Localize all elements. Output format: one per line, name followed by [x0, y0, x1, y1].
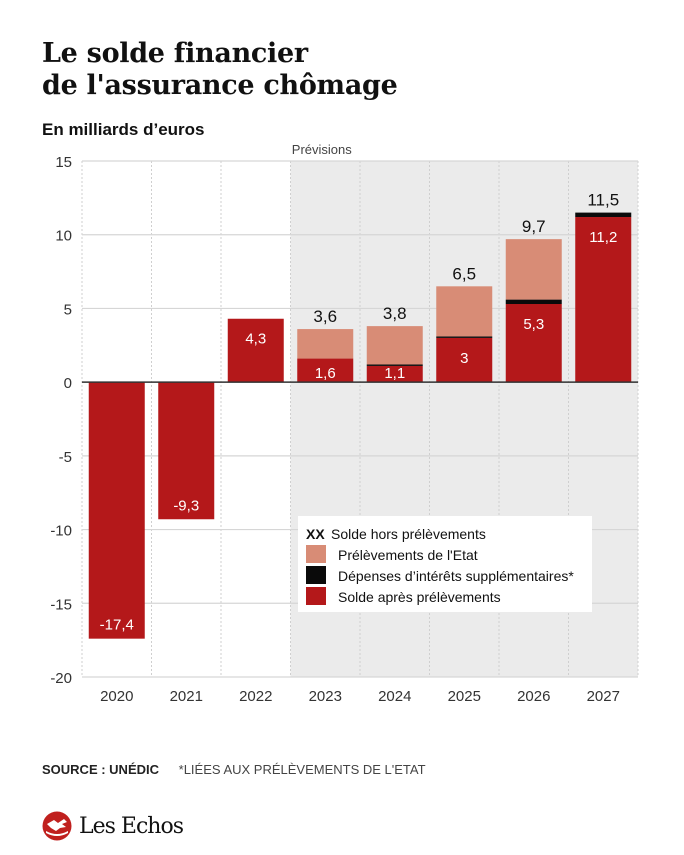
bar-prelevements [436, 286, 493, 337]
bar-prelevements [297, 329, 354, 359]
les-echos-logo: Les Echos [42, 811, 184, 841]
bar-total-label: 9,7 [522, 217, 546, 236]
bar-value-label: 1,1 [384, 365, 405, 382]
bar-solde-apres [158, 382, 215, 520]
bar-value-label: -17,4 [100, 617, 134, 634]
x-tick-label: 2026 [517, 688, 550, 705]
x-tick-label: 2021 [170, 688, 203, 705]
y-tick-label: 5 [64, 301, 72, 318]
bar-total-label: 3,6 [313, 307, 337, 326]
bar-solde-apres [436, 337, 493, 383]
y-tick-label: -5 [59, 449, 72, 466]
x-tick-label: 2027 [587, 688, 620, 705]
y-tick-label: 10 [55, 228, 72, 245]
bar-interets [505, 299, 562, 305]
forecast-label: Prévisions [292, 142, 352, 157]
y-tick-label: -15 [50, 596, 72, 613]
legend-marker-xx: XX [306, 526, 325, 542]
bar-solde-apres [88, 382, 145, 639]
title-line-2: de l'assurance chômage [42, 70, 398, 101]
bar-total-label: 11,5 [587, 191, 619, 210]
bar-interets [436, 336, 493, 338]
legend-swatch [306, 587, 326, 605]
legend-box [298, 516, 592, 612]
chart-subtitle: En milliards d’euros [42, 120, 205, 139]
legend-label: Solde hors prélèvements [331, 526, 486, 542]
legend-swatch [306, 545, 326, 563]
x-tick-label: 2022 [239, 688, 272, 705]
y-tick-label: 15 [55, 154, 72, 171]
bar-value-label: 4,3 [245, 331, 266, 348]
bar-value-label: 3 [460, 350, 468, 367]
legend-label: Solde après prélèvements [338, 589, 501, 605]
x-tick-label: 2025 [448, 688, 481, 705]
bar-total-label: 6,5 [452, 264, 476, 283]
bar-interets [575, 212, 632, 218]
footer: SOURCE : UNÉDIC *LIÉES AUX PRÉLÈVEMENTS … [42, 762, 426, 777]
x-tick-label: 2023 [309, 688, 342, 705]
legend-label: Prélèvements de l'Etat [338, 547, 478, 563]
bar-prelevements [366, 326, 423, 365]
bar-solde-apres [227, 318, 284, 383]
bar-solde-apres [297, 358, 354, 383]
bar-prelevements [505, 239, 562, 300]
legend-label: Dépenses d’intérêts supplémentaires* [338, 568, 574, 584]
bar-solde-apres [505, 304, 562, 383]
x-tick-label: 2020 [100, 688, 133, 705]
bar-value-label: -9,3 [173, 497, 199, 514]
bar-interets [366, 364, 423, 366]
pegasus-logo-icon [42, 811, 72, 841]
x-tick-label: 2024 [378, 688, 411, 705]
y-tick-label: -10 [50, 523, 72, 540]
bar-solde-apres [366, 365, 423, 383]
bar-value-label: 11,2 [589, 229, 617, 246]
logo-text: Les Echos [79, 813, 184, 839]
bar-total-label: 3,8 [383, 304, 407, 323]
bar-chart: Prévisions 15 10 5 0 -5 -10 -15 -20 -17,4 2020 -9,3… [50, 142, 639, 705]
source-text: SOURCE : UNÉDIC [42, 762, 160, 777]
bar-solde-apres [575, 217, 632, 383]
title-line-1: Le solde financier [42, 38, 308, 69]
bar-value-label: 5,3 [523, 316, 544, 333]
footnote-text: *LIÉES AUX PRÉLÈVEMENTS DE L'ETAT [178, 762, 426, 777]
bar-value-label: 1,6 [315, 365, 336, 382]
y-tick-label: 0 [64, 375, 72, 392]
y-tick-label: -20 [50, 670, 72, 687]
legend-swatch [306, 566, 326, 584]
chart-title: Le solde financier de l'assurance chômag… [42, 38, 398, 102]
